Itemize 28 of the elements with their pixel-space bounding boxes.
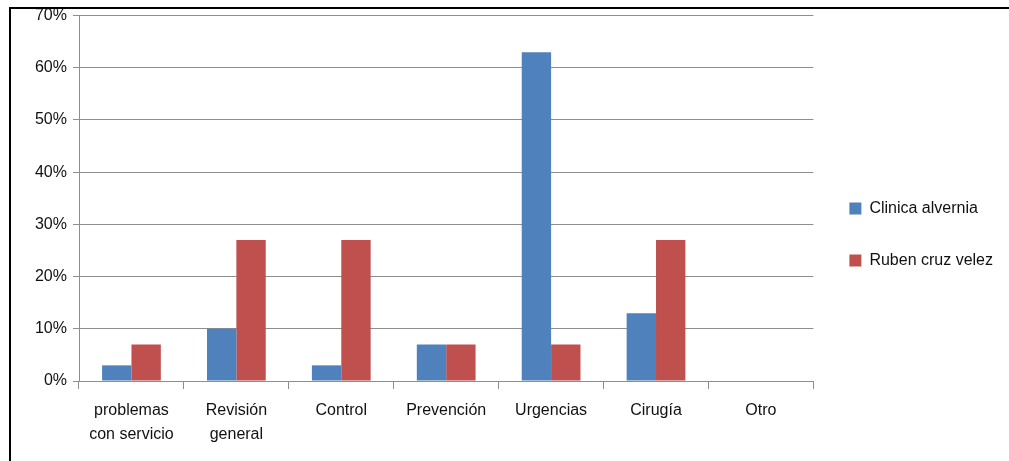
x-tick-label: Urgencias: [515, 401, 588, 419]
bar: [131, 344, 161, 381]
x-tick-label: problemas con servicio: [89, 401, 174, 443]
x-tick-label: Prevención: [406, 401, 487, 419]
y-tick-label: 40%: [34, 162, 67, 180]
legend-label: Ruben cruz velez: [869, 250, 994, 268]
bar: [521, 52, 552, 381]
bar: [206, 328, 237, 381]
bar: [416, 344, 447, 381]
bar: [626, 313, 657, 381]
x-tick-label: Cirugía: [630, 401, 682, 419]
x-tick-label: Control: [315, 401, 368, 419]
bar: [102, 365, 132, 381]
y-tick-label: 30%: [34, 214, 67, 232]
bar: [551, 344, 581, 381]
y-tick-label: 50%: [34, 110, 67, 128]
x-tick-label: Revisión general: [205, 401, 268, 443]
legend-label: Clinica alvernia: [869, 198, 978, 216]
bar: [341, 240, 371, 381]
y-tick-label: 20%: [34, 267, 67, 285]
bar: [236, 240, 266, 381]
bar: [656, 240, 686, 381]
bar: [446, 344, 476, 381]
bar: [311, 365, 342, 381]
y-tick-label: 0%: [43, 371, 67, 389]
x-tick-label: Otro: [745, 401, 777, 419]
y-tick-label: 10%: [34, 319, 67, 337]
y-tick-label: 60%: [34, 58, 67, 76]
